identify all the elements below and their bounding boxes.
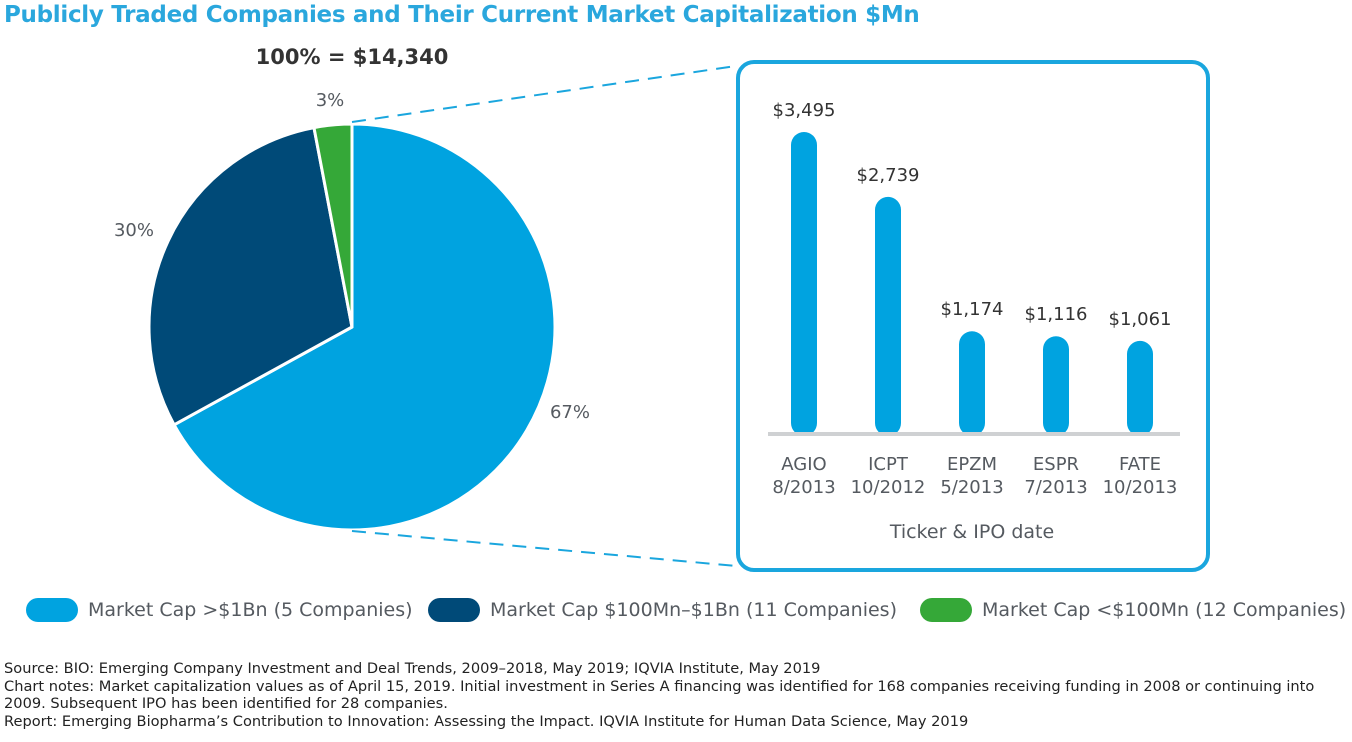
pie-chart: 67% 30% 3% <box>114 90 590 532</box>
legend-swatch-small <box>920 598 972 622</box>
pie-total-label: 100% = $14,340 <box>256 45 449 69</box>
legend-swatch-mid <box>428 598 480 622</box>
bar-tick-date-fate: 10/2013 <box>1103 477 1178 498</box>
bar-tick-ticker-espr: ESPR <box>1033 454 1079 475</box>
footnotes: Source: BIO: Emerging Company Investment… <box>4 660 1344 730</box>
pie-slice-mid <box>147 126 354 427</box>
pie-label-small: 3% <box>316 90 345 111</box>
legend: Market Cap >$1Bn (5 Companies) Market Ca… <box>26 598 1346 628</box>
chart-notes: Chart notes: Market capitalization value… <box>4 677 1315 713</box>
bar-tick-ticker-icpt: ICPT <box>868 454 909 475</box>
pie-label-mid: 30% <box>114 220 154 241</box>
bar-tick-date-icpt: 10/2012 <box>851 477 926 498</box>
legend-label-large: Market Cap >$1Bn (5 Companies) <box>88 599 413 621</box>
bar-epzm <box>959 331 985 436</box>
legend-label-mid: Market Cap $100Mn–$1Bn (11 Companies) <box>490 599 897 621</box>
bar-value-label-icpt: $2,739 <box>857 165 920 186</box>
pie-slice-large <box>172 122 557 532</box>
connector-line-top <box>351 65 737 123</box>
report-note: Report: Emerging Biopharma’s Contributio… <box>4 712 969 730</box>
bar-value-label-espr: $1,116 <box>1025 304 1088 325</box>
bar-tick-date-espr: 7/2013 <box>1024 477 1087 498</box>
bar-tick-ticker-fate: FATE <box>1119 454 1161 475</box>
bar-icpt <box>875 196 901 436</box>
bar-tick-date-agio: 8/2013 <box>772 477 835 498</box>
source-note: Source: BIO: Emerging Company Investment… <box>4 660 821 677</box>
bar-espr <box>1043 336 1069 436</box>
legend-swatch-large <box>26 598 78 622</box>
bar-agio <box>791 132 817 436</box>
legend-label-small: Market Cap <$100Mn (12 Companies) <box>982 599 1347 621</box>
legend-item-large: Market Cap >$1Bn (5 Companies) <box>26 598 413 622</box>
chart-canvas: 67% 30% 3% 100% = $14,340 $3,495 AGIO8/2013… <box>114 45 1210 572</box>
bar-value-label-fate: $1,061 <box>1109 309 1172 330</box>
zoom-connector-lines <box>351 65 737 567</box>
bar-tick-ticker-epzm: EPZM <box>947 454 997 475</box>
pie-label-large: 67% <box>550 402 590 423</box>
bar-tick-ticker-agio: AGIO <box>781 454 826 475</box>
bar-chart-x-axis-title: Ticker & IPO date <box>889 521 1054 543</box>
legend-item-mid: Market Cap $100Mn–$1Bn (11 Companies) <box>428 598 897 622</box>
bar-fate <box>1127 340 1153 436</box>
legend-item-small: Market Cap <$100Mn (12 Companies) <box>920 598 1346 622</box>
connector-line-bottom <box>351 530 737 567</box>
bar-value-label-agio: $3,495 <box>773 100 836 121</box>
bar-value-label-epzm: $1,174 <box>941 299 1004 320</box>
bar-tick-date-epzm: 5/2013 <box>940 477 1003 498</box>
bar-chart-frame <box>736 60 1210 572</box>
chart-title: Publicly Traded Companies and Their Curr… <box>4 2 920 28</box>
pie-slice-small <box>312 122 354 329</box>
